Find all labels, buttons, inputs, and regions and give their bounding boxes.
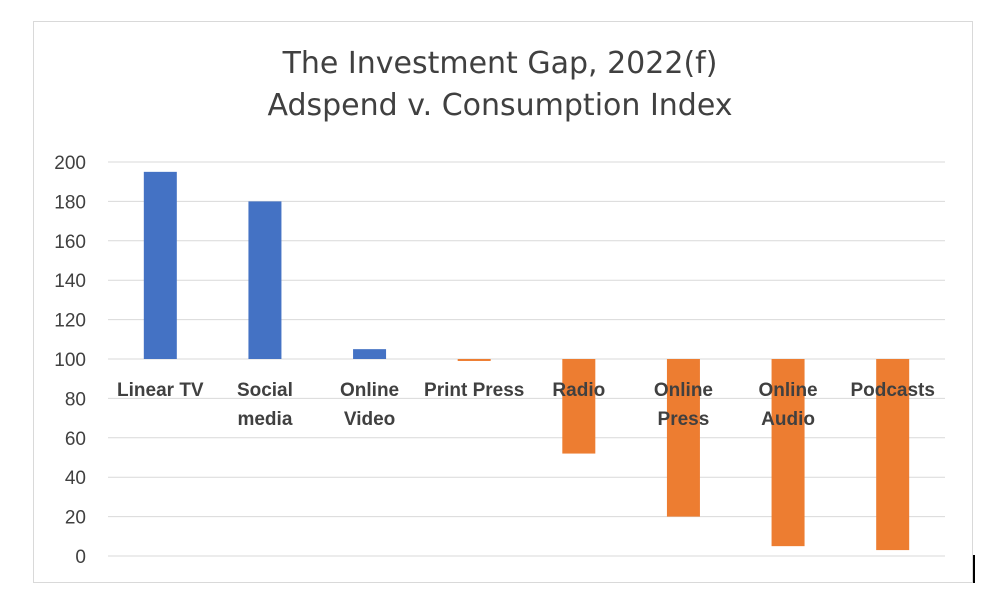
y-tick-label: 60	[65, 429, 86, 450]
category-label: Online Audio	[759, 380, 818, 430]
y-tick-label: 80	[65, 389, 86, 410]
category-label: Podcasts	[850, 380, 934, 401]
category-labels: Linear TV Social media Online Video Print Pre…	[117, 380, 935, 430]
y-tick-label: 100	[54, 350, 86, 371]
y-tick-label: 180	[54, 192, 86, 213]
chart-subtitle: Adspend v. Consumption Index	[267, 88, 733, 123]
bar-podcasts	[876, 359, 910, 551]
y-axis-ticks: 0 20 40 60 80 100 120 140 160 180 200	[54, 153, 86, 568]
bar-linear-tv	[143, 171, 177, 359]
category-label: Online Video	[340, 380, 399, 430]
bar-social-media	[248, 201, 282, 359]
chart-frame	[33, 21, 973, 583]
y-tick-label: 120	[54, 311, 86, 332]
y-tick-label: 160	[54, 232, 86, 253]
gridlines	[108, 161, 945, 557]
category-label: Social media	[237, 380, 293, 430]
text-cursor	[973, 555, 975, 583]
chart-title: The Investment Gap, 2022(f)	[282, 46, 718, 81]
category-label: Linear TV	[117, 380, 204, 401]
bar-online-video	[353, 349, 387, 359]
y-tick-label: 140	[54, 271, 86, 292]
y-tick-label: 200	[54, 153, 86, 174]
y-tick-label: 0	[75, 547, 86, 568]
y-tick-label: 40	[65, 468, 86, 489]
category-label: Online Press	[654, 380, 713, 430]
bar-online-audio	[771, 359, 805, 547]
category-label: Print Press	[424, 380, 524, 401]
category-label: Radio	[552, 380, 605, 401]
bar-radio	[562, 359, 596, 454]
bars	[143, 171, 910, 551]
y-tick-label: 20	[65, 508, 86, 529]
bar-online-press	[666, 359, 700, 517]
bar-print-press	[457, 359, 491, 361]
